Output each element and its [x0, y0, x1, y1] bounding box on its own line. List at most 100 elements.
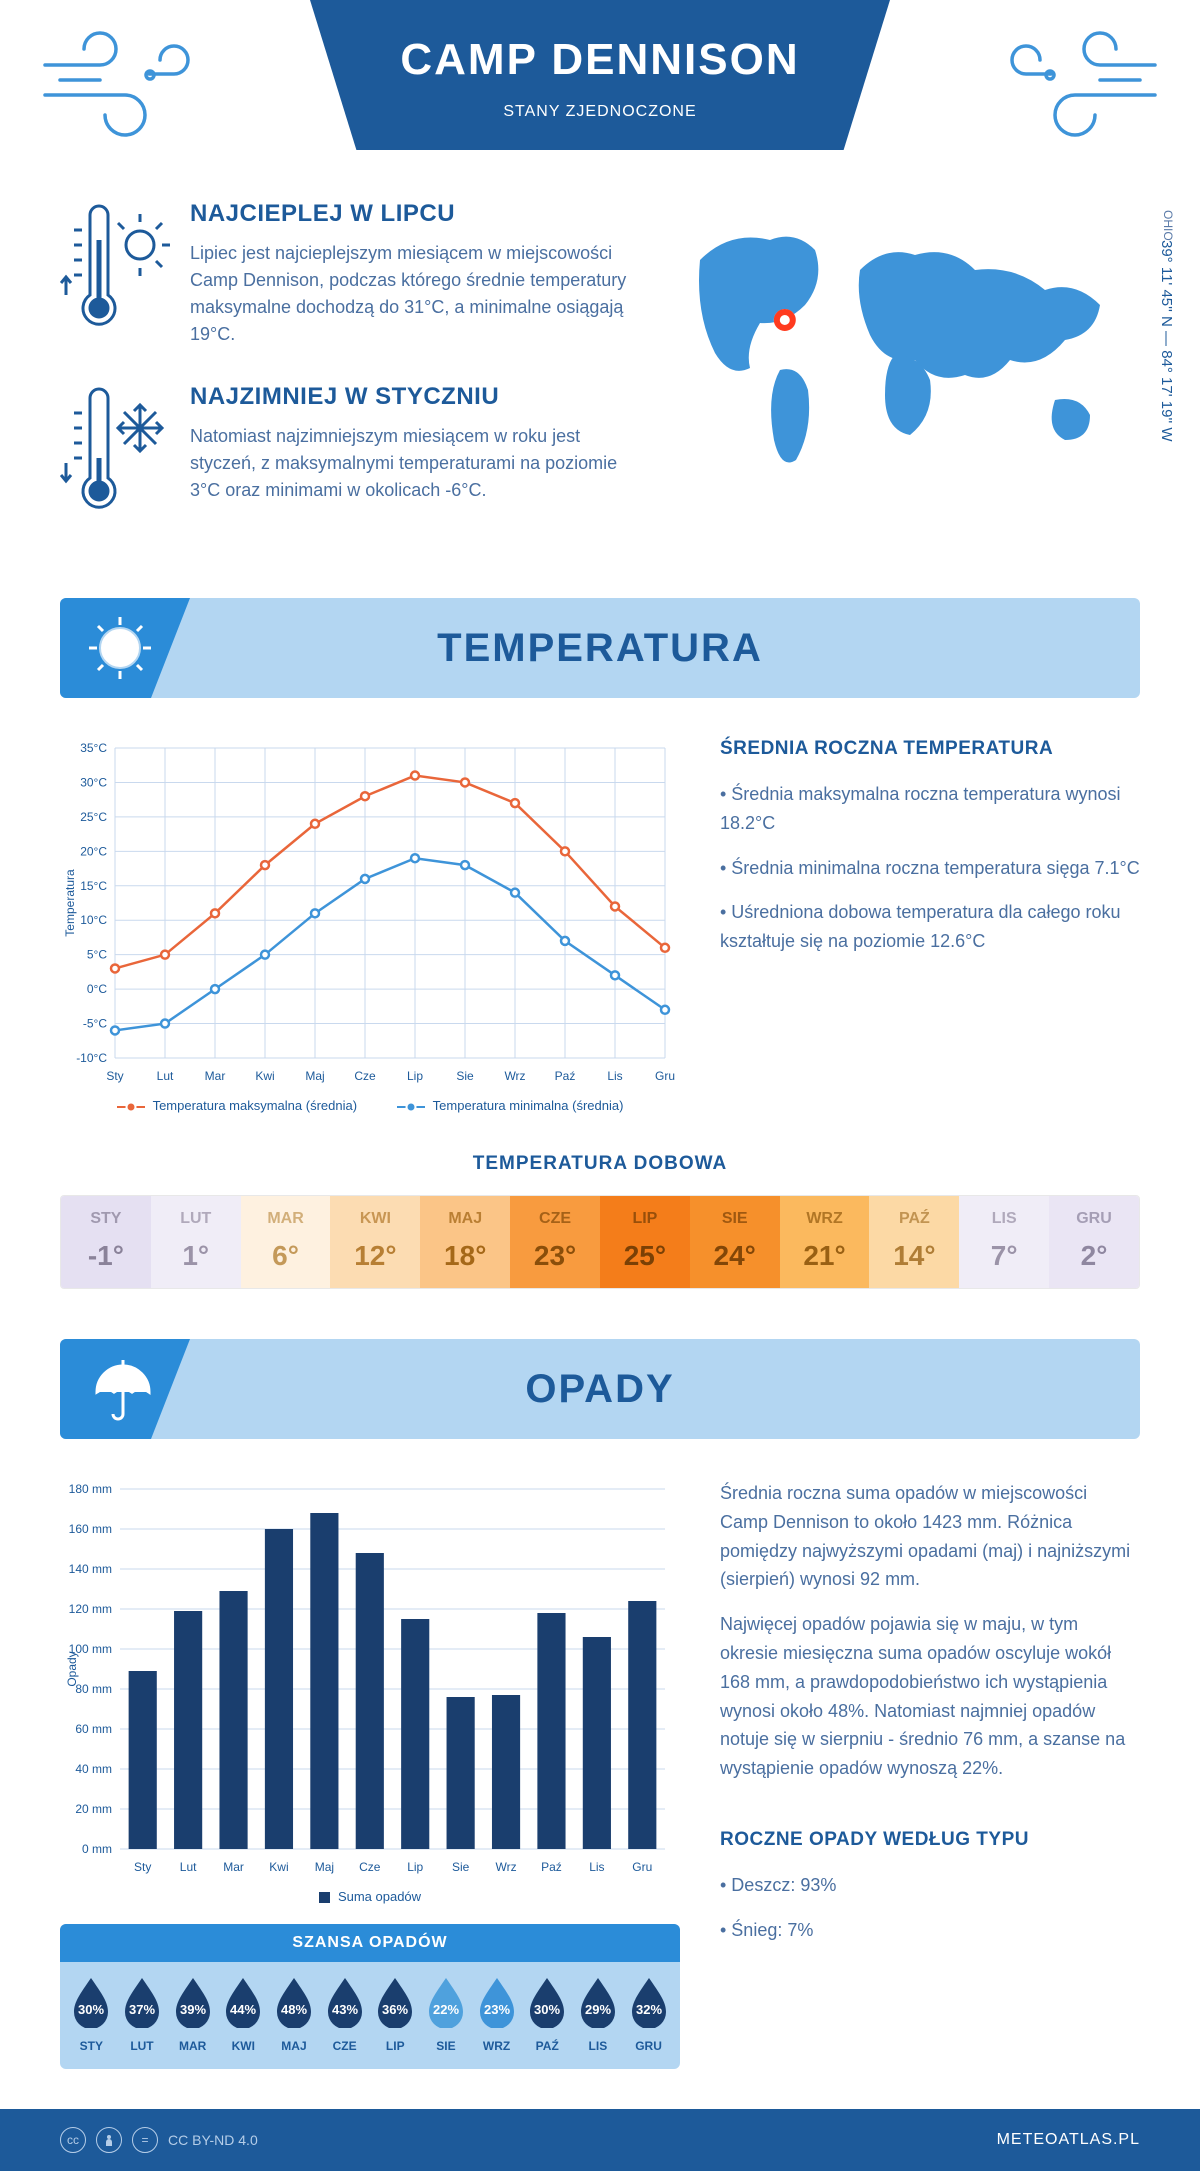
svg-text:Wrz: Wrz	[495, 1860, 516, 1874]
svg-text:44%: 44%	[230, 2002, 256, 2017]
svg-text:Mar: Mar	[205, 1069, 226, 1083]
svg-text:Gru: Gru	[632, 1860, 652, 1874]
svg-text:Kwi: Kwi	[255, 1069, 274, 1083]
cc-icon: cc	[60, 2127, 86, 2153]
svg-text:Paź: Paź	[555, 1069, 576, 1083]
temperature-title: TEMPERATURA	[60, 626, 1140, 671]
svg-text:23%: 23%	[484, 2002, 510, 2017]
daily-temp-cell: LUT1°	[151, 1196, 241, 1288]
temperature-header: TEMPERATURA	[60, 598, 1140, 698]
svg-text:Mar: Mar	[223, 1860, 244, 1874]
rain-chance-drop: 23%WRZ	[475, 1976, 519, 2053]
daily-temp-title: TEMPERATURA DOBOWA	[60, 1153, 1140, 1175]
precipitation-header: OPADY	[60, 1339, 1140, 1439]
precip-paragraph: Najwięcej opadów pojawia się w maju, w t…	[720, 1610, 1140, 1783]
svg-text:Gru: Gru	[655, 1069, 675, 1083]
legend-max-label: Temperatura maksymalna (średnia)	[153, 1098, 357, 1113]
daily-temp-cell: STY-1°	[61, 1196, 151, 1288]
rain-chance-drop: 36%LIP	[373, 1976, 417, 2053]
svg-text:Kwi: Kwi	[269, 1860, 288, 1874]
intro-section: NAJCIEPLEJ W LIPCU Lipiec jest najcieple…	[60, 200, 1140, 558]
svg-text:Lip: Lip	[407, 1860, 423, 1874]
svg-text:Wrz: Wrz	[504, 1069, 525, 1083]
legend-bar-label: Suma opadów	[338, 1889, 421, 1904]
daily-temp-cell: MAR6°	[241, 1196, 331, 1288]
rain-chance-drop: 44%KWI	[221, 1976, 265, 2053]
svg-text:29%: 29%	[585, 2002, 611, 2017]
daily-temp-cell: CZE23°	[510, 1196, 600, 1288]
precip-paragraph: Średnia roczna suma opadów w miejscowośc…	[720, 1479, 1140, 1594]
chance-title: SZANSA OPADÓW	[60, 1924, 680, 1962]
rain-chance-drop: 43%CZE	[323, 1976, 367, 2053]
rain-chance-drop: 30%STY	[69, 1976, 113, 2053]
svg-text:Lut: Lut	[180, 1860, 197, 1874]
svg-text:60 mm: 60 mm	[75, 1722, 112, 1736]
svg-text:Lis: Lis	[589, 1860, 604, 1874]
svg-text:43%: 43%	[332, 2002, 358, 2017]
rain-chance-panel: SZANSA OPADÓW 30%STY37%LUT39%MAR44%KWI48…	[60, 1924, 680, 2069]
page-title: CAMP DENNISON	[310, 35, 890, 85]
svg-text:30°C: 30°C	[80, 775, 107, 789]
umbrella-icon	[85, 1354, 155, 1424]
rain-chance-drop: 32%GRU	[627, 1976, 671, 2053]
sun-icon	[85, 613, 155, 683]
svg-text:80 mm: 80 mm	[75, 1682, 112, 1696]
svg-text:Cze: Cze	[359, 1860, 381, 1874]
daily-temp-cell: LIP25°	[600, 1196, 690, 1288]
footer: cc = CC BY-ND 4.0 METEOATLAS.PL	[0, 2109, 1200, 2171]
svg-text:0 mm: 0 mm	[82, 1842, 112, 1856]
svg-text:Maj: Maj	[305, 1069, 324, 1083]
hottest-title: NAJCIEPLEJ W LIPCU	[190, 200, 630, 228]
rain-chance-drop: 48%MAJ	[272, 1976, 316, 2053]
svg-text:Maj: Maj	[315, 1860, 334, 1874]
precip-type-title: ROCZNE OPADY WEDŁUG TYPU	[720, 1829, 1140, 1851]
temp-bullet: • Średnia maksymalna roczna temperatura …	[720, 780, 1140, 838]
svg-text:Lis: Lis	[607, 1069, 622, 1083]
svg-text:35°C: 35°C	[80, 741, 107, 755]
svg-text:Sty: Sty	[134, 1860, 151, 1874]
svg-text:Sty: Sty	[106, 1069, 123, 1083]
wind-icon	[40, 30, 190, 150]
rain-chance-drop: 30%PAŹ	[525, 1976, 569, 2053]
temperature-legend: Temperatura maksymalna (średnia) Tempera…	[60, 1098, 680, 1113]
svg-text:22%: 22%	[433, 2002, 459, 2017]
header: CAMP DENNISON STANY ZJEDNOCZONE	[0, 0, 1200, 200]
svg-text:140 mm: 140 mm	[69, 1562, 112, 1576]
page: CAMP DENNISON STANY ZJEDNOCZONE	[0, 0, 1200, 2171]
temp-bullet: • Średnia minimalna roczna temperatura s…	[720, 854, 1140, 883]
rain-chance-drop: 29%LIS	[576, 1976, 620, 2053]
svg-text:-5°C: -5°C	[83, 1017, 107, 1031]
precipitation-legend: Suma opadów	[60, 1889, 680, 1904]
state-label: OHIO	[1161, 210, 1175, 241]
temperature-summary: ŚREDNIA ROCZNA TEMPERATURA • Średnia mak…	[720, 738, 1140, 1113]
page-subtitle: STANY ZJEDNOCZONE	[310, 103, 890, 121]
svg-text:-10°C: -10°C	[76, 1051, 107, 1065]
svg-text:0°C: 0°C	[87, 982, 107, 996]
daily-temp-cell: SIE24°	[690, 1196, 780, 1288]
daily-temp-cell: KWI12°	[330, 1196, 420, 1288]
wind-icon	[1010, 30, 1160, 150]
nd-icon: =	[132, 2127, 158, 2153]
coldest-text: Natomiast najzimniejszym miesiącem w rok…	[190, 423, 630, 504]
daily-temp-cell: LIS7°	[959, 1196, 1049, 1288]
hottest-block: NAJCIEPLEJ W LIPCU Lipiec jest najcieple…	[60, 200, 630, 348]
precipitation-title: OPADY	[60, 1367, 1140, 1412]
svg-text:160 mm: 160 mm	[69, 1522, 112, 1536]
precip-type-row: • Śnieg: 7%	[720, 1916, 1140, 1945]
svg-text:36%: 36%	[382, 2002, 408, 2017]
svg-text:20 mm: 20 mm	[75, 1802, 112, 1816]
rain-chance-drop: 39%MAR	[171, 1976, 215, 2053]
thermometer-sun-icon	[60, 200, 170, 340]
svg-text:32%: 32%	[636, 2002, 662, 2017]
temp-summary-title: ŚREDNIA ROCZNA TEMPERATURA	[720, 738, 1140, 760]
svg-text:Lut: Lut	[157, 1069, 174, 1083]
svg-text:180 mm: 180 mm	[69, 1482, 112, 1496]
svg-text:30%: 30%	[534, 2002, 560, 2017]
svg-text:Temperatura: Temperatura	[63, 869, 77, 937]
world-map	[660, 200, 1140, 500]
svg-text:Sie: Sie	[452, 1860, 470, 1874]
coordinates: 39° 11' 45'' N — 84° 17' 19'' W	[1158, 240, 1175, 442]
precipitation-summary: Średnia roczna suma opadów w miejscowośc…	[720, 1479, 1140, 2069]
svg-text:120 mm: 120 mm	[69, 1602, 112, 1616]
svg-text:39%: 39%	[180, 2002, 206, 2017]
